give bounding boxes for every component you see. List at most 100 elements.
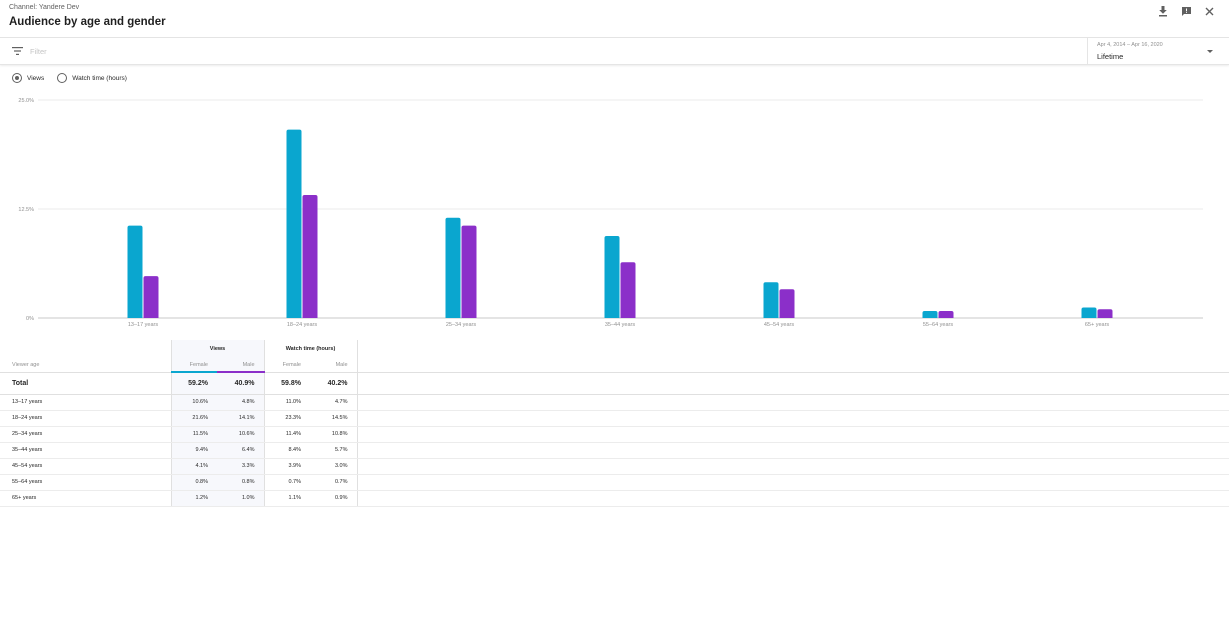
views-radio[interactable]: Views [12,73,44,83]
table-row: 35–44 years 9.4% 6.4% 8.4% 5.7% [0,442,1229,459]
views-male-cell: 1.0% [217,490,264,507]
watch-male-cell: 14.5% [310,410,357,427]
total-watch-female: 59.8% [263,371,310,395]
watch-female-cell: 23.3% [263,410,310,427]
watch-male-cell: 0.9% [310,490,357,507]
date-range-text: Apr 4, 2014 – Apr 16, 2020 [1097,42,1163,48]
watch-male-cell: 4.7% [310,394,357,411]
female-bar [763,282,779,318]
total-row: Total 59.2% 40.9% 59.8% 40.2% [0,371,1229,395]
table-row: 18–24 years 21.6% 14.1% 23.3% 14.5% [0,410,1229,427]
x-tick-label: 45–54 years [764,322,795,328]
views-male-cell: 3.3% [217,458,264,475]
x-tick-label: 18–24 years [287,322,318,328]
filter-icon[interactable] [12,46,23,56]
y-tick-label: 12.5% [18,207,34,213]
views-female-cell: 9.4% [170,442,217,459]
views-male-cell: 10.6% [217,426,264,443]
date-range-label: Lifetime [1097,52,1124,61]
x-tick-label: 13–17 years [128,322,159,328]
age-cell: 18–24 years [0,410,171,427]
audience-table: Views Watch time (hours) Viewer age Fema… [0,340,1229,507]
views-female-cell: 21.6% [170,410,217,427]
watch-time-radio[interactable]: Watch time (hours) [57,73,127,83]
watch-female-cell: 1.1% [263,490,310,507]
watch-female-cell: 3.9% [263,458,310,475]
x-tick-label: 65+ years [1085,322,1110,328]
watch-female-cell: 11.4% [263,426,310,443]
x-tick-label: 35–44 years [605,322,636,328]
views-male-header[interactable]: Male [217,358,264,373]
table-row: 65+ years 1.2% 1.0% 1.1% 0.9% [0,490,1229,507]
watch-male-cell: 0.7% [310,474,357,491]
views-male-cell: 0.8% [217,474,264,491]
female-bar [1081,307,1097,318]
close-icon[interactable] [1202,4,1216,18]
viewer-age-header: Viewer age [12,361,40,368]
age-cell: 45–54 years [0,458,171,475]
watch-female-header[interactable]: Female [263,358,310,372]
age-cell: 65+ years [0,490,171,507]
table-row: 45–54 years 4.1% 3.3% 3.9% 3.0% [0,458,1229,475]
age-cell: 13–17 years [0,394,171,411]
table-row: 55–64 years 0.8% 0.8% 0.7% 0.7% [0,474,1229,491]
watch-female-cell: 11.0% [263,394,310,411]
total-views-female: 59.2% [170,371,217,395]
watch-time-radio-label: Watch time (hours) [72,74,127,82]
female-bar [286,129,302,318]
views-female-cell: 10.6% [170,394,217,411]
male-bar [620,262,636,318]
watch-male-cell: 10.8% [310,426,357,443]
age-cell: 25–34 years [0,426,171,443]
page-title: Audience by age and gender [9,16,166,28]
male-bar [938,311,954,318]
age-gender-bar-chart: 0% 12.5% 25.0% 13–17 years 18–24 years 25–34 … [18,98,1203,328]
x-tick-label: 55–64 years [923,322,954,328]
dialog-header: Channel: Yandere Dev Audience by age and… [0,0,1229,38]
views-female-cell: 1.2% [170,490,217,507]
filter-bar: Apr 4, 2014 – Apr 16, 2020 Lifetime [0,38,1229,65]
age-cell: 55–64 years [0,474,171,491]
y-tick-label: 0% [26,316,34,322]
metric-toggle: Views Watch time (hours) [12,72,140,84]
female-bar [922,311,938,318]
male-bar [302,195,318,318]
male-bar [461,225,477,318]
female-bar [127,225,143,318]
watch-male-cell: 3.0% [310,458,357,475]
total-watch-male: 40.2% [310,371,357,395]
feedback-icon[interactable] [1179,4,1193,18]
total-views-male: 40.9% [217,371,264,395]
y-tick-label: 25.0% [18,98,34,104]
age-cell: 35–44 years [0,442,171,459]
watch-male-header[interactable]: Male [335,361,348,368]
female-bar [445,217,461,318]
views-female-cell: 11.5% [170,426,217,443]
views-female-cell: 0.8% [170,474,217,491]
channel-name: Channel: Yandere Dev [9,4,80,11]
views-male-cell: 6.4% [217,442,264,459]
watch-female-cell: 8.4% [263,442,310,459]
dropdown-caret-icon [1207,50,1213,53]
views-female-header[interactable]: Female [170,358,217,373]
watch-male-cell: 5.7% [310,442,357,459]
views-male-cell: 14.1% [217,410,264,427]
watch-time-group-header: Watch time (hours) [263,340,357,358]
radio-unchecked-icon [57,73,68,83]
views-radio-label: Views [27,74,45,82]
male-bar [1097,309,1113,318]
date-range-picker[interactable]: Apr 4, 2014 – Apr 16, 2020 Lifetime [1087,38,1229,65]
female-bar [604,236,620,318]
male-bar [779,289,795,318]
views-group-header: Views [170,340,264,358]
download-icon[interactable] [1156,4,1170,18]
male-bar [143,276,159,318]
views-male-cell: 4.8% [217,394,264,411]
radio-checked-icon [12,73,22,83]
total-label: Total [0,371,171,395]
views-female-cell: 4.1% [170,458,217,475]
watch-female-cell: 0.7% [263,474,310,491]
x-tick-label: 25–34 years [446,322,477,328]
filter-input[interactable] [30,44,530,58]
table-row: 13–17 years 10.6% 4.8% 11.0% 4.7% [0,394,1229,411]
